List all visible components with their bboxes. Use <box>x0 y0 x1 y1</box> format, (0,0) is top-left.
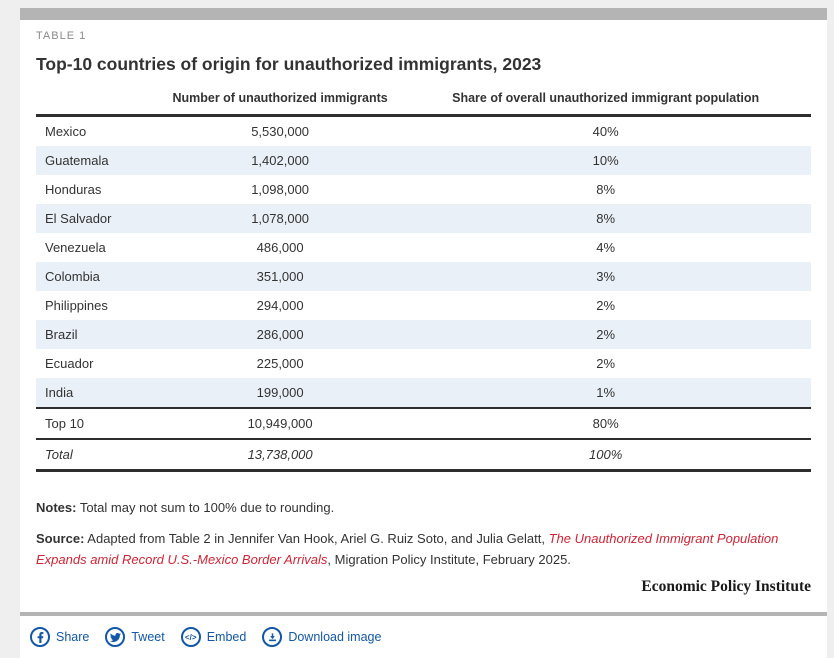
cell-number: 225,000 <box>256 356 304 371</box>
table-row-total: Total 13,738,000 100% <box>36 438 811 472</box>
cell-number: 13,738,000 <box>160 438 401 472</box>
table-row-top10: Top 10 10,949,000 80% <box>36 407 811 439</box>
share-twitter-label: Tweet <box>131 630 165 644</box>
cell-number: 199,000 <box>256 385 304 400</box>
embed-button[interactable]: </> Embed <box>180 627 247 647</box>
cell-country: Colombia <box>45 269 100 284</box>
notes-label: Notes: <box>36 500 77 515</box>
cell-country: Venezuela <box>45 240 106 255</box>
cell-country: Brazil <box>45 327 78 342</box>
share-twitter-button[interactable]: Tweet <box>105 627 165 647</box>
column-header-number: Number of unauthorized immigrants <box>160 91 401 117</box>
source-text: Source: Adapted from Table 2 in Jennifer… <box>36 528 811 570</box>
table-row: El Salvador 1,078,000 8% <box>36 204 811 233</box>
logo-row: Economic Policy Institute <box>36 578 811 596</box>
table-row: Honduras 1,098,000 8% <box>36 175 811 204</box>
cell-share: 40% <box>592 124 619 139</box>
table-label: TABLE 1 <box>36 30 87 42</box>
source-link[interactable]: The Unauthorized Immigrant Population Ex… <box>36 531 779 567</box>
cell-number: 294,000 <box>256 298 304 313</box>
column-header-share: Share of overall unauthorized immigrant … <box>400 91 811 117</box>
cell-number: 286,000 <box>256 327 304 342</box>
cell-share: 2% <box>596 298 616 313</box>
cell-number: 351,000 <box>256 269 304 284</box>
cell-country: Top 10 <box>36 407 160 439</box>
share-facebook-label: Share <box>56 630 90 644</box>
cell-country: Mexico <box>45 124 87 139</box>
source-body: Adapted from Table 2 in Jennifer Van Hoo… <box>84 531 549 546</box>
cell-country: India <box>45 385 74 400</box>
download-image-button[interactable]: Download image <box>262 627 381 647</box>
column-header-country <box>36 91 160 117</box>
card-top-bar <box>20 8 827 20</box>
download-image-label: Download image <box>288 630 382 644</box>
cell-number: 10,949,000 <box>160 407 401 439</box>
embed-label: Embed <box>206 630 247 644</box>
figure-card: TABLE 1 Top-10 countries of origin for u… <box>20 8 827 658</box>
table-row: India 199,000 1% <box>36 378 811 408</box>
cell-country: Ecuador <box>45 356 94 371</box>
cell-share: 2% <box>596 356 616 371</box>
embed-code-icon: </> <box>180 627 201 647</box>
download-icon <box>262 627 283 647</box>
cell-number: 1,402,000 <box>251 153 310 168</box>
table-row: Ecuador 225,000 2% <box>36 349 811 378</box>
cell-share: 100% <box>400 438 811 472</box>
footer-divider <box>20 612 827 616</box>
cell-number: 486,000 <box>256 240 304 255</box>
cell-country: El Salvador <box>45 211 112 226</box>
cell-country: Honduras <box>45 182 102 197</box>
cell-number: 1,098,000 <box>251 182 310 197</box>
table-row: Philippines 294,000 2% <box>36 291 811 320</box>
cell-number: 1,078,000 <box>251 211 310 226</box>
cell-share: 8% <box>596 211 616 226</box>
page-title: Top-10 countries of origin for unauthori… <box>36 54 542 74</box>
table-body: Mexico 5,530,000 40% Guatemala 1,402,000… <box>36 116 811 408</box>
epi-logo[interactable]: Economic Policy Institute <box>641 578 811 595</box>
cell-country: Total <box>36 438 160 472</box>
cell-number: 5,530,000 <box>251 124 310 139</box>
cell-share: 10% <box>592 153 619 168</box>
data-table: Number of unauthorized immigrants Share … <box>36 91 811 472</box>
table-summary: Top 10 10,949,000 80% Total 13,738,000 1… <box>36 407 811 472</box>
cell-share: 80% <box>400 407 811 439</box>
facebook-icon <box>30 627 50 647</box>
table-row: Brazil 286,000 2% <box>36 320 811 349</box>
table-row: Guatemala 1,402,000 10% <box>36 146 811 175</box>
cell-country: Guatemala <box>45 153 109 168</box>
table-row: Colombia 351,000 3% <box>36 262 811 291</box>
twitter-icon <box>105 627 126 647</box>
share-facebook-button[interactable]: Share <box>30 627 89 647</box>
notes-text: Notes: Total may not sum to 100% due to … <box>36 498 811 518</box>
source-suffix: , Migration Policy Institute, February 2… <box>327 552 571 567</box>
cell-share: 8% <box>596 182 616 197</box>
table-row: Venezuela 486,000 4% <box>36 233 811 262</box>
notes-body: Total may not sum to 100% due to roundin… <box>76 500 335 515</box>
cell-share: 2% <box>596 327 616 342</box>
cell-share: 3% <box>596 269 616 284</box>
table-header: Number of unauthorized immigrants Share … <box>36 91 811 117</box>
cell-share: 1% <box>596 385 616 400</box>
cell-country: Philippines <box>45 298 108 313</box>
source-label: Source: <box>36 531 85 546</box>
table-row: Mexico 5,530,000 40% <box>36 116 811 147</box>
cell-share: 4% <box>596 240 616 255</box>
card-body: TABLE 1 Top-10 countries of origin for u… <box>20 20 827 612</box>
share-toolbar: Share Tweet </> Embed Download image <box>20 616 827 658</box>
